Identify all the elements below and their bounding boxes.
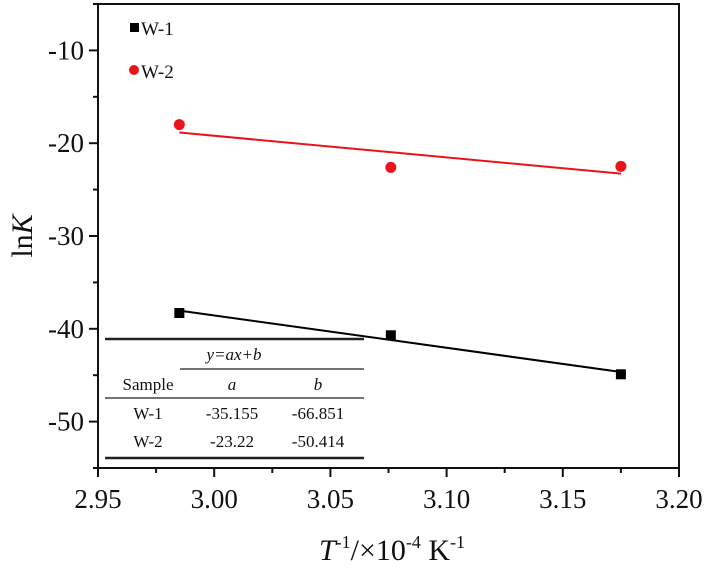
table-cell: -66.851 — [292, 404, 344, 423]
table-header-sample: Sample — [123, 375, 174, 394]
table-cell: W-2 — [133, 432, 162, 451]
y-axis: -10 -20 -30 -40 -50 — [48, 3, 98, 469]
legend-marker-w1 — [130, 23, 139, 32]
fit-line-w-1 — [179, 309, 622, 374]
y-tick-label: -30 — [48, 221, 84, 251]
table-title: y=ax+b — [204, 345, 261, 364]
table-cell: -35.155 — [206, 404, 258, 423]
x-tick-label: 3.00 — [191, 484, 238, 514]
fit-parameter-table: y=ax+b Sample a b W-1 -35.155 -66.851 W-… — [103, 337, 365, 460]
fit-lines — [179, 131, 622, 374]
x-axis-title: T-1/×10-4 K-1 — [319, 532, 465, 567]
x-axis: 2.95 3.00 3.05 3.10 3.15 3.20 — [74, 468, 703, 514]
marker-w-2 — [385, 161, 397, 173]
table-cell: -23.22 — [210, 432, 254, 451]
legend: W-1 W-2 — [129, 19, 174, 83]
x-tick-label: 2.95 — [74, 484, 121, 514]
fit-line-w-2 — [179, 131, 621, 175]
table-cell: W-1 — [133, 404, 162, 423]
marker-w-2 — [615, 160, 627, 172]
y-tick-label: -40 — [48, 314, 84, 344]
table-header-a: a — [228, 375, 237, 394]
legend-label-w2: W-2 — [141, 62, 174, 83]
marker-w-1 — [615, 369, 626, 380]
marker-w-1 — [174, 308, 185, 319]
table-background — [103, 338, 365, 460]
y-tick-label: -10 — [48, 35, 84, 65]
marker-w-1 — [385, 330, 396, 341]
x-tick-label: 3.15 — [539, 484, 586, 514]
x-tick-label: 3.10 — [423, 484, 470, 514]
y-tick-label: -50 — [48, 407, 84, 437]
legend-marker-w2 — [129, 65, 139, 75]
legend-label-w1: W-1 — [141, 19, 174, 40]
y-tick-label: -20 — [48, 128, 84, 158]
table-cell: -50.414 — [292, 432, 345, 451]
data-markers — [173, 119, 627, 380]
table-header-b: b — [314, 375, 323, 394]
y-axis-title: lnK — [6, 212, 39, 257]
x-tick-label: 3.05 — [307, 484, 354, 514]
marker-w-2 — [173, 119, 185, 131]
x-tick-label: 3.20 — [655, 484, 702, 514]
